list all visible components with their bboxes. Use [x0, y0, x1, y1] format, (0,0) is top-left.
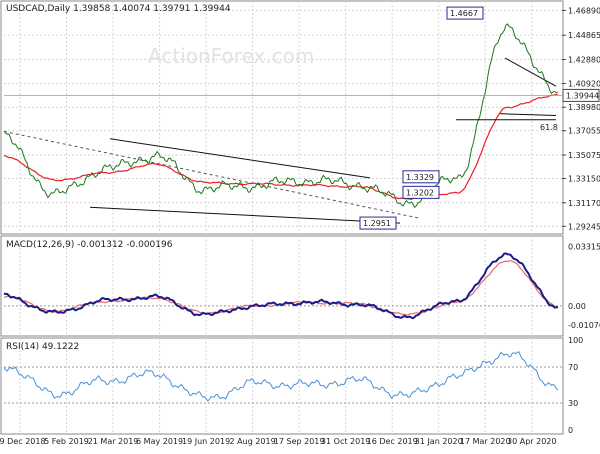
fib-label: 61.8 — [540, 123, 558, 132]
trendline — [504, 57, 557, 87]
dashed-trendline — [3, 130, 421, 219]
rsi-y-tick-label: 0 — [568, 426, 573, 435]
x-tick-label: 5 Feb 2019 — [44, 437, 89, 446]
price-y-tick-label: 1.38980 — [568, 103, 600, 112]
current-price-label: 1.39944 — [566, 91, 599, 100]
x-tick-label: 30 Apr 2020 — [507, 437, 556, 446]
trendline — [109, 138, 371, 179]
rsi-panel-title: RSI(14) 49.1222 — [6, 342, 79, 352]
series-layer — [3, 23, 559, 402]
macd-y-tick-label: 0.00 — [568, 302, 586, 311]
price-y-tick-label: 1.40920 — [568, 79, 600, 88]
level-box — [402, 170, 440, 184]
price-y-tick-label: 1.35075 — [568, 151, 600, 160]
price-y-tick-label: 1.46890 — [568, 6, 600, 15]
level-label: 1.3202 — [406, 188, 434, 197]
level-label: 1.3329 — [406, 173, 434, 182]
price-y-tick-label: 1.37055 — [568, 127, 600, 136]
price-y-tick-label: 1.42880 — [568, 55, 600, 64]
grid-layer — [4, 1, 562, 434]
macd-y-tick-label: 0.033155 — [568, 242, 600, 251]
level-box — [446, 6, 484, 20]
x-tick-label: 2 Aug 2019 — [230, 437, 276, 446]
current-price-box — [562, 88, 600, 102]
x-tick-label: 19 Jun 2019 — [182, 437, 230, 446]
trendline — [89, 206, 401, 224]
level-label: 1.2951 — [363, 219, 391, 228]
x-tick-label: 31 Oct 2019 — [321, 437, 370, 446]
rsi-y-tick-label: 100 — [568, 336, 583, 345]
x-tick-label: 19 Dec 2018 — [0, 437, 46, 446]
x-tick-label: 17 Sep 2019 — [274, 437, 325, 446]
macd-line — [3, 252, 559, 320]
price-y-tick-label: 1.44865 — [568, 31, 600, 40]
rsi-line — [3, 351, 559, 402]
rsi-panel-frame — [0, 337, 564, 435]
level-box — [359, 216, 397, 230]
level-label: 1.4667 — [450, 9, 478, 18]
rsi-y-tick-label: 70 — [568, 363, 578, 372]
macd-panel-title: MACD(12,26,9) -0.001312 -0.000196 — [6, 240, 173, 250]
price-y-tick-label: 1.33150 — [568, 175, 600, 184]
price-y-tick-label: 1.29245 — [568, 222, 600, 231]
price-panel-frame — [0, 0, 564, 235]
rsi-y-tick-label: 30 — [568, 399, 578, 408]
watermark: ActionForex.com — [148, 44, 314, 68]
price-y-tick-label: 1.31170 — [568, 199, 600, 208]
sma-line — [3, 93, 559, 200]
trendline — [499, 113, 557, 117]
x-tick-label: 16 Dec 2019 — [367, 437, 418, 446]
x-tick-label: 31 Jan 2020 — [415, 437, 463, 446]
price-line — [3, 23, 559, 209]
x-tick-label: 6 May 2019 — [136, 437, 183, 446]
annotation-layer: 1.39944 1.4667 1.3329 1.3202 1.2951 61.8 — [4, 6, 600, 230]
macd-panel-frame — [0, 235, 564, 337]
price-panel-title: USDCAD,Daily 1.39858 1.40074 1.39791 1.3… — [6, 4, 231, 14]
macd-y-tick-label: -0.010769 — [568, 321, 600, 330]
x-tick-label: 21 Mar 2019 — [88, 437, 139, 446]
x-tick-label: 17 Mar 2020 — [460, 437, 511, 446]
trendline-layer — [3, 57, 557, 224]
level-box — [402, 185, 440, 199]
